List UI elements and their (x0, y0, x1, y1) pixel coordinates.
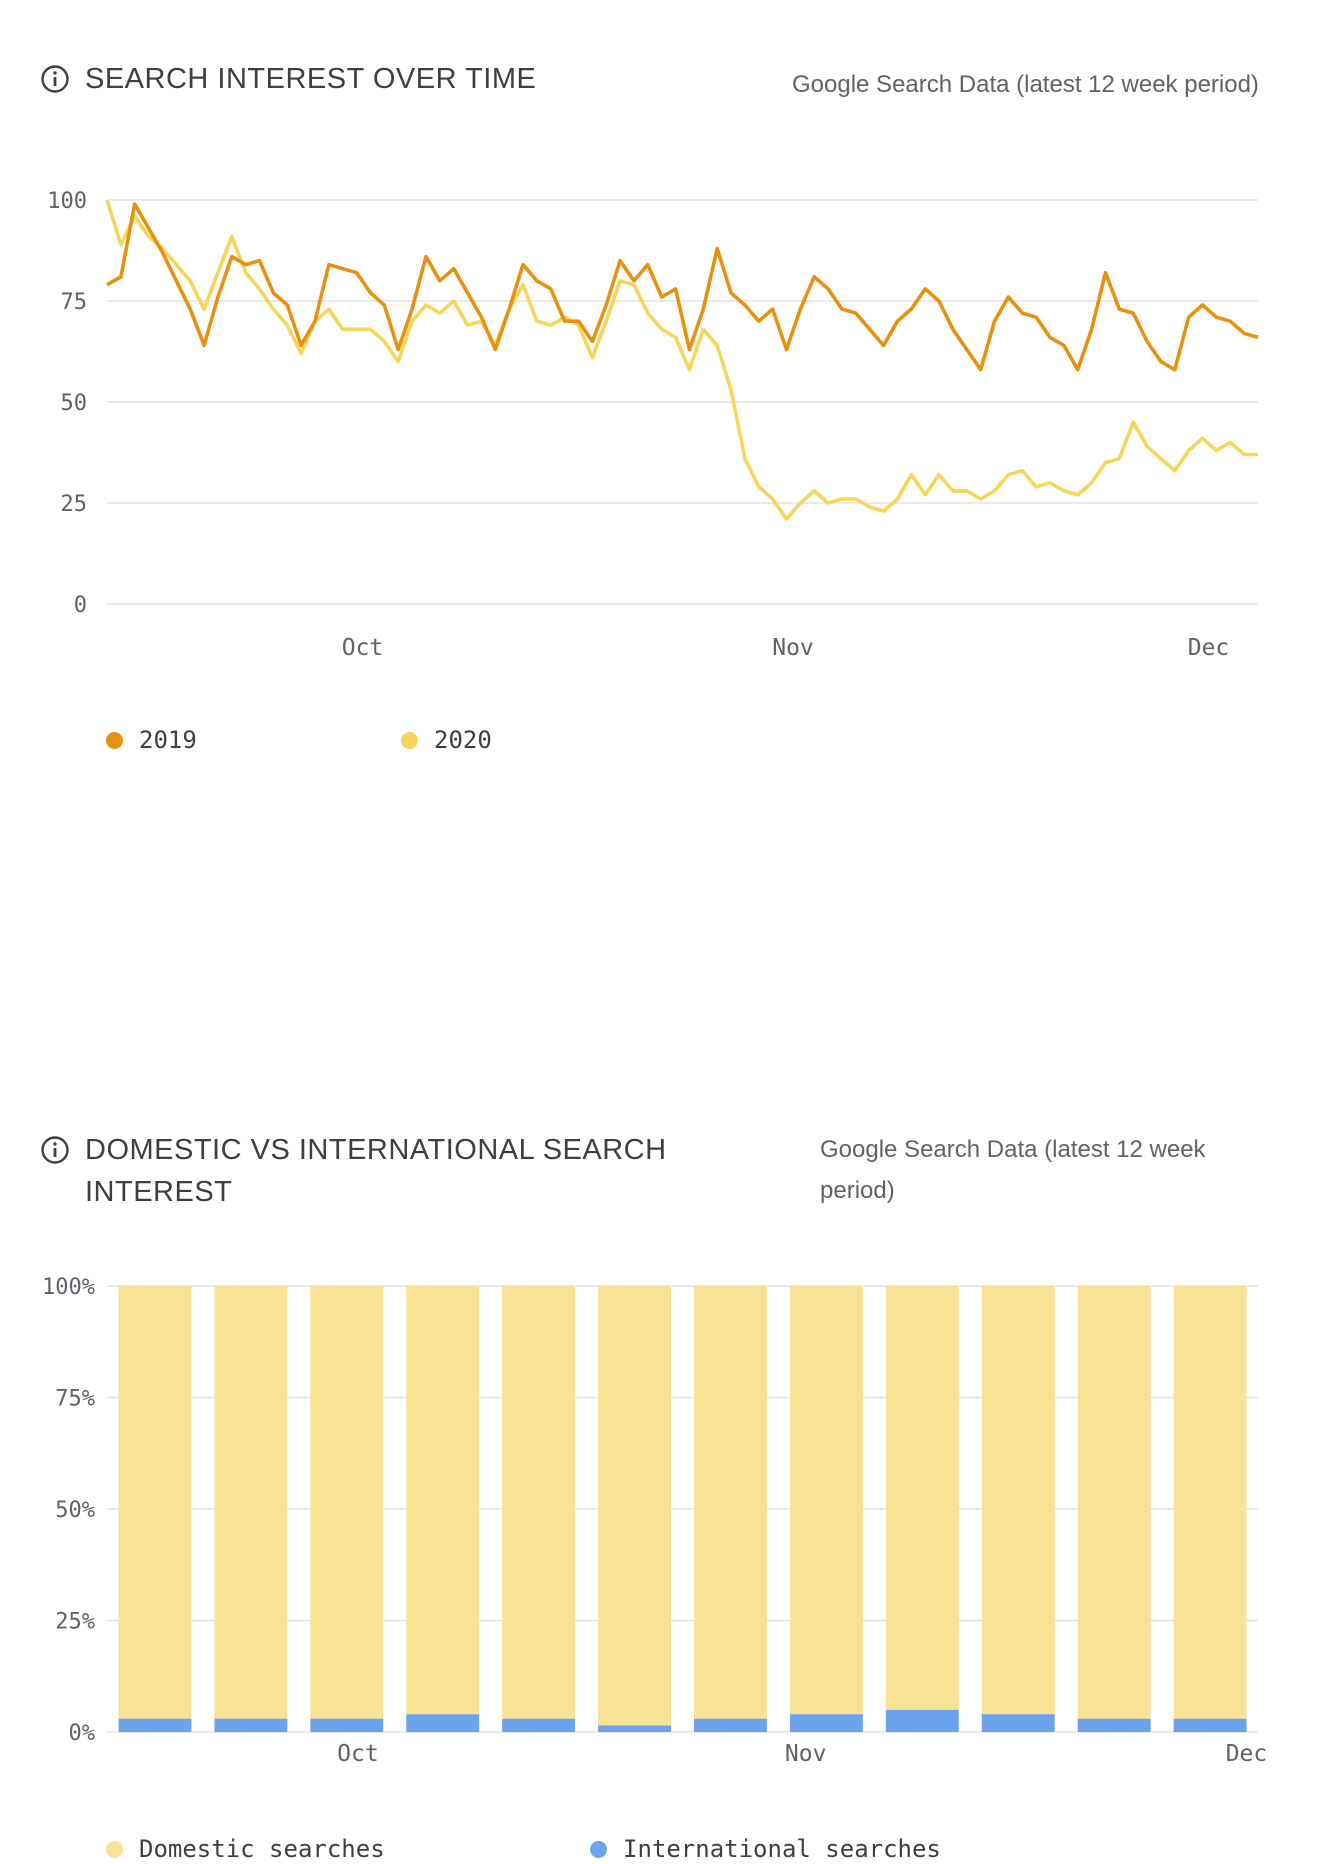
x-tick-label: Oct (342, 635, 384, 661)
series-line-2019 (106, 202, 1259, 372)
x-tick-label: Nov (785, 1741, 827, 1767)
legend-label: International searches (623, 1835, 941, 1863)
bar-domestic (406, 1286, 480, 1715)
bar-domestic (885, 1286, 959, 1710)
legend-item-2019[interactable]: 2019 (106, 726, 197, 754)
y-tick-label: 75 (61, 290, 88, 315)
y-tick-label: 100 (47, 189, 87, 214)
legend-item-2020[interactable]: 2020 (401, 726, 492, 754)
bar-international (885, 1709, 959, 1732)
x-tick-label: Nov (772, 635, 814, 661)
bar-international (310, 1718, 384, 1732)
x-tick-label: Dec (1226, 1741, 1268, 1767)
info-icon[interactable] (40, 1135, 70, 1165)
legend-dot-2019 (106, 731, 123, 749)
bar-international (1077, 1718, 1151, 1732)
y-tick-label: 50% (55, 1498, 95, 1523)
bar-domestic (310, 1286, 384, 1719)
legend-dot-international (590, 1840, 607, 1858)
bar-domestic (214, 1286, 288, 1719)
line-chart: 0 25 50 75 100 Oct Nov Dec (47, 189, 1259, 661)
bar-international (118, 1718, 192, 1732)
legend-label: 2019 (139, 726, 197, 754)
bar-domestic (1077, 1286, 1151, 1719)
bar-international (789, 1714, 863, 1732)
y-tick-label: 75% (55, 1387, 95, 1412)
bar-international (598, 1725, 671, 1732)
bar-domestic (502, 1286, 576, 1719)
legend-item-domestic[interactable]: Domestic searches (106, 1835, 385, 1863)
chart-source: Google Search Data (latest 12 week perio… (820, 1136, 1206, 1204)
y-tick-label: 25 (61, 492, 88, 517)
legend-dot-2020 (401, 731, 418, 749)
chart-title: DOMESTIC VS INTERNATIONAL SEARCH INTERES… (85, 1134, 667, 1208)
chart-title: SEARCH INTEREST OVER TIME (85, 63, 537, 95)
bar-domestic (1173, 1286, 1247, 1719)
bar-domestic (118, 1286, 192, 1719)
chart-source: Google Search Data (latest 12 week perio… (792, 71, 1259, 98)
bar-domestic (694, 1286, 767, 1719)
bar-international (406, 1714, 480, 1732)
info-icon[interactable] (40, 64, 70, 94)
bar-international (1173, 1718, 1247, 1732)
x-tick-label: Oct (337, 1741, 379, 1767)
legend-item-international[interactable]: International searches (590, 1835, 941, 1863)
legend-dot-domestic (106, 1840, 123, 1858)
series-line-2020 (105, 199, 1258, 522)
x-tick-label: Dec (1188, 635, 1230, 661)
bar-international (981, 1714, 1055, 1732)
legend-label: 2020 (434, 726, 492, 754)
y-tick-label: 0 (74, 593, 87, 618)
legend-label: Domestic searches (139, 1835, 385, 1863)
bar-international (694, 1718, 767, 1732)
bar-international (502, 1718, 576, 1732)
y-tick-label: 50 (61, 391, 88, 416)
bar-domestic (981, 1286, 1055, 1715)
y-tick-label: 100% (42, 1275, 95, 1300)
y-tick-label: 0% (69, 1721, 96, 1746)
bar-domestic (789, 1286, 863, 1715)
bar-domestic (598, 1286, 671, 1726)
bar-chart: 0% 25% 50% 75% 100% Oct Nov Dec (42, 1275, 1268, 1767)
bar-international (214, 1718, 288, 1732)
y-tick-label: 25% (55, 1610, 95, 1635)
